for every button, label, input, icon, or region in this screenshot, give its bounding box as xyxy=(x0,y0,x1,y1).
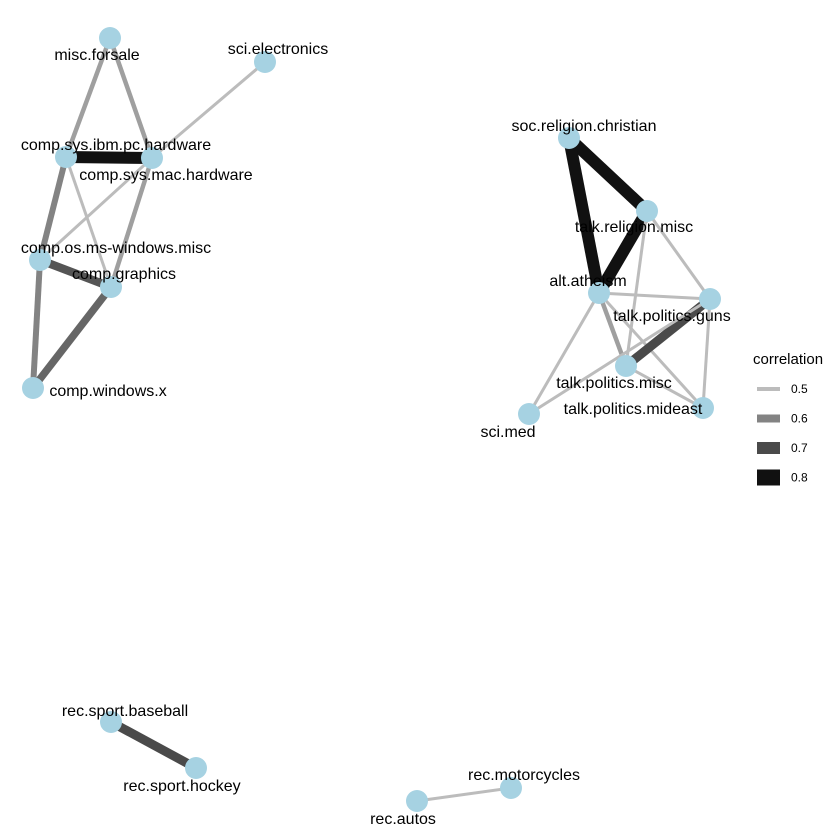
node-label-comp-os-ms-windows-misc: comp.os.ms-windows.misc xyxy=(21,240,211,257)
legend-title: correlation xyxy=(753,351,823,368)
edge-sci-electronics-comp-sys-mac-hardware xyxy=(151,60,266,160)
edge-talk-religion-misc-talk-politics-guns xyxy=(645,210,712,300)
edge-comp-sys-mac-hardware-comp-graphics xyxy=(108,157,155,288)
node-comp-sys-ibm-pc-hardware xyxy=(55,146,77,168)
edge-soc-religion-christian-alt-atheism xyxy=(563,136,605,295)
node-label-comp-windows-x: comp.windows.x xyxy=(49,383,166,400)
edge-comp-sys-mac-hardware-comp-os-ms-windows-misc xyxy=(38,156,154,262)
edge-talk-religion-misc-talk-politics-misc xyxy=(624,210,649,367)
node-rec-sport-hockey xyxy=(185,757,207,779)
legend-items: 0.5 0.6 0.7 0.8 xyxy=(757,382,808,486)
node-comp-windows-x xyxy=(22,377,44,399)
labels-layer: misc.forsale sci.electronics comp.sys.ibm.… xyxy=(21,41,731,828)
edges-layer xyxy=(30,37,713,803)
edge-alt-atheism-talk-politics-guns xyxy=(598,291,711,301)
node-label-sci-med: sci.med xyxy=(480,424,535,441)
node-comp-os-ms-windows-misc xyxy=(29,249,51,271)
node-label-misc-forsale: misc.forsale xyxy=(54,47,139,64)
node-misc-forsale xyxy=(99,27,121,49)
node-label-rec-sport-hockey: rec.sport.hockey xyxy=(123,778,240,795)
edge-talk-religion-misc-alt-atheism xyxy=(593,207,653,297)
node-label-talk-politics-misc: talk.politics.misc xyxy=(556,375,672,392)
edge-comp-os-ms-windows-misc-comp-windows-x xyxy=(30,259,43,389)
edge-misc-forsale-comp-sys-ibm-pc-hardware xyxy=(63,37,113,158)
node-rec-autos xyxy=(406,790,428,812)
edge-comp-sys-ibm-pc-hardware-comp-sys-mac-hardware xyxy=(65,151,153,164)
node-talk-politics-mideast xyxy=(692,397,714,419)
edge-talk-politics-guns-talk-politics-mideast xyxy=(701,298,712,409)
legend-label-0-8: 0.8 xyxy=(791,471,808,485)
node-soc-religion-christian xyxy=(558,127,580,149)
edge-comp-sys-ibm-pc-hardware-comp-graphics xyxy=(64,156,113,288)
node-label-rec-autos: rec.autos xyxy=(370,811,436,828)
edge-talk-politics-guns-sci-med xyxy=(528,297,711,416)
node-talk-politics-misc xyxy=(615,355,637,377)
node-rec-motorcycles xyxy=(500,777,522,799)
edge-soc-religion-christian-talk-religion-misc xyxy=(564,133,652,216)
node-comp-sys-mac-hardware xyxy=(141,147,163,169)
node-label-rec-sport-baseball: rec.sport.baseball xyxy=(62,703,188,720)
node-label-talk-politics-guns: talk.politics.guns xyxy=(613,308,730,325)
edge-talk-politics-misc-talk-politics-mideast xyxy=(625,364,704,410)
node-label-talk-politics-mideast: talk.politics.mideast xyxy=(564,401,703,418)
node-talk-religion-misc xyxy=(636,200,658,222)
edge-comp-sys-ibm-pc-hardware-comp-os-ms-windows-misc xyxy=(37,156,69,261)
node-rec-sport-baseball xyxy=(100,711,122,733)
edge-rec-motorcycles-rec-autos xyxy=(416,786,512,803)
edge-misc-forsale-comp-sys-mac-hardware xyxy=(107,37,155,159)
edge-comp-os-ms-windows-misc-comp-graphics xyxy=(38,256,113,291)
edge-rec-sport-baseball-rec-sport-hockey xyxy=(108,718,199,772)
node-sci-med xyxy=(518,403,540,425)
edge-comp-graphics-comp-windows-x xyxy=(30,284,114,391)
legend-label-0-6: 0.6 xyxy=(791,412,808,426)
edge-alt-atheism-sci-med xyxy=(527,292,601,415)
correlation-legend: correlation 0.5 0.6 0.7 0.8 xyxy=(753,351,823,486)
nodes-layer xyxy=(22,27,721,812)
node-label-sci-electronics: sci.electronics xyxy=(228,41,328,58)
legend-label-0-7: 0.7 xyxy=(791,441,808,455)
legend-label-0-5: 0.5 xyxy=(791,382,808,396)
node-label-rec-motorcycles: rec.motorcycles xyxy=(468,767,580,784)
node-label-talk-religion-misc: talk.religion.misc xyxy=(575,219,693,236)
node-label-comp-graphics: comp.graphics xyxy=(72,266,176,283)
node-sci-electronics xyxy=(254,51,276,73)
node-label-comp-sys-ibm-pc-hardware: comp.sys.ibm.pc.hardware xyxy=(21,137,211,154)
node-talk-politics-guns xyxy=(699,288,721,310)
node-label-comp-sys-mac-hardware: comp.sys.mac.hardware xyxy=(79,167,252,184)
node-label-alt-atheism: alt.atheism xyxy=(549,273,626,290)
node-label-soc-religion-christian: soc.religion.christian xyxy=(512,118,657,135)
node-alt-atheism xyxy=(588,282,610,304)
node-comp-graphics xyxy=(100,276,122,298)
edge-talk-politics-guns-talk-politics-misc xyxy=(623,295,713,370)
